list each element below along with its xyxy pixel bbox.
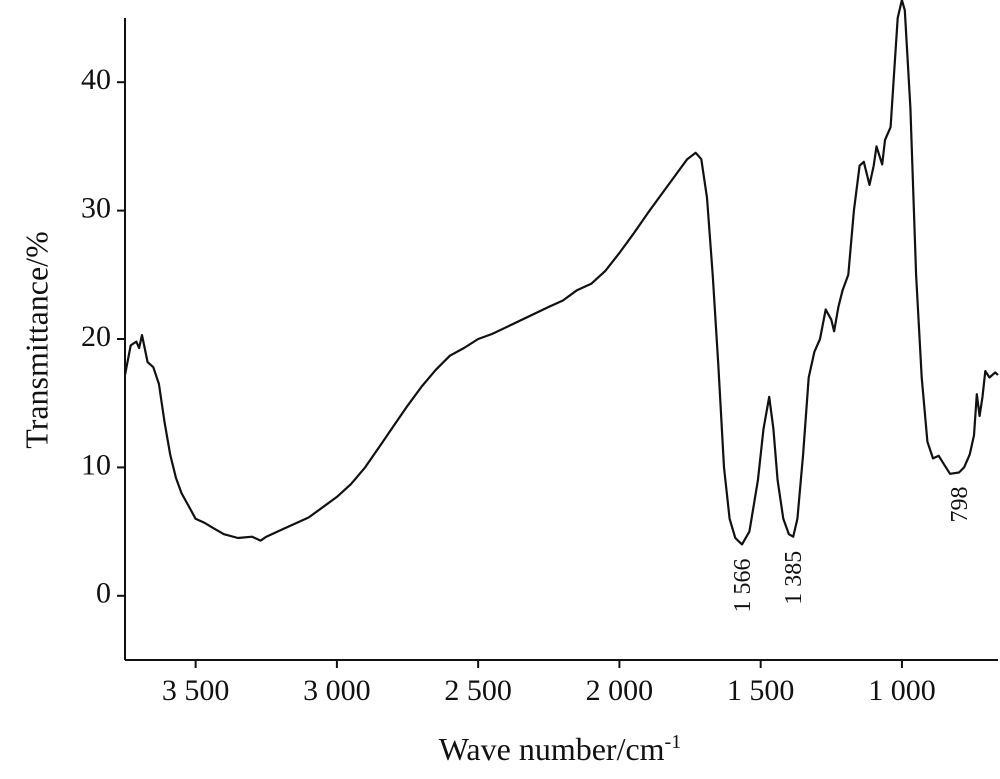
y-tick-label: 0 — [96, 577, 111, 610]
x-tick-label: 3 500 — [162, 674, 230, 707]
spectrum-line — [123, 0, 999, 546]
x-tick-label: 2 500 — [444, 674, 512, 707]
x-tick-label: 1 500 — [727, 674, 795, 707]
x-tick-label: 1 000 — [868, 674, 936, 707]
y-tick-label: 20 — [81, 320, 111, 353]
x-axis-title-superscript: -1 — [665, 731, 682, 753]
peak-annotation: 798 — [947, 487, 973, 523]
x-tick-label: 3 000 — [303, 674, 371, 707]
x-axis-title-text: Wave number/cm — [439, 731, 665, 767]
peak-annotation: 1 566 — [730, 558, 756, 612]
y-axis-title: Transmittance/% — [18, 231, 54, 448]
x-axis-title: Wave number/cm-1 — [439, 731, 681, 767]
y-tick-label: 10 — [81, 448, 111, 481]
x-tick-label: 2 000 — [586, 674, 654, 707]
y-tick-label: 30 — [81, 191, 111, 224]
y-tick-label: 40 — [81, 63, 111, 96]
peak-annotation: 1 385 — [781, 551, 807, 605]
